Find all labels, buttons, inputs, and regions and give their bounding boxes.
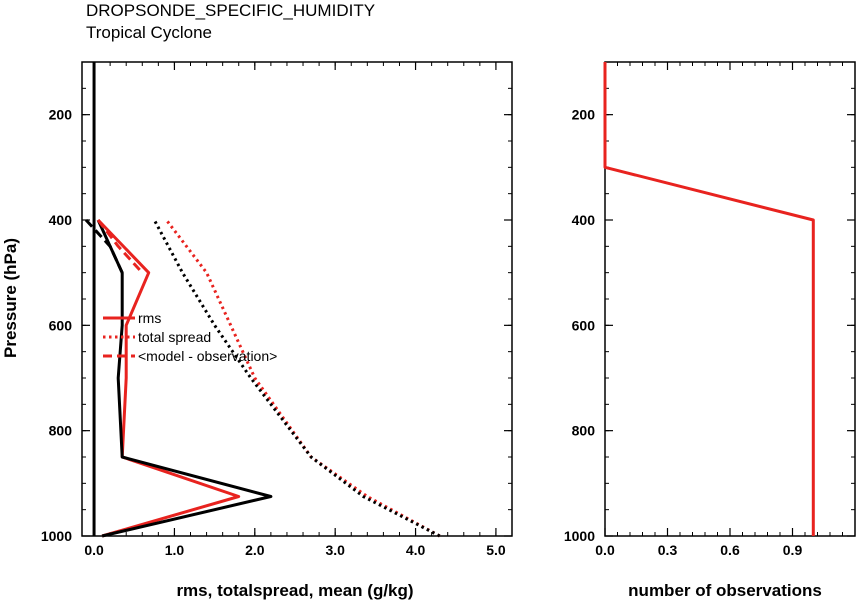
legend: rms total spread <model - observation> bbox=[103, 310, 277, 364]
left-x-tick-label: 0.0 bbox=[84, 542, 104, 558]
y-axis-label: Pressure (hPa) bbox=[1, 238, 20, 358]
legend-label: <model - observation> bbox=[138, 348, 277, 364]
right-x-tick-label: 0.9 bbox=[783, 542, 803, 558]
right-x-tick-label: 0.6 bbox=[720, 542, 740, 558]
left-panel: 0.0 1.0 2.0 3.0 4.0 5.0 200 400 600 800 1000 bbox=[41, 61, 513, 558]
right-x-axis-label: number of observations bbox=[628, 581, 822, 600]
chart-title: DROPSONDE_SPECIFIC_HUMIDITY bbox=[86, 1, 375, 20]
left-x-tick-label: 5.0 bbox=[486, 542, 506, 558]
left-x-tick-label: 3.0 bbox=[325, 542, 345, 558]
left-total-spread-black-series-line bbox=[152, 219, 441, 538]
left-model-observation-black-series-line bbox=[84, 218, 124, 274]
right-x-tick-label: 0.0 bbox=[595, 542, 615, 558]
left-rms-red-series-line bbox=[97, 218, 241, 538]
left-y-tick-label: 400 bbox=[49, 212, 73, 228]
right-panel: 0.0 0.3 0.6 0.9 200 400 600 800 1000 bbox=[564, 61, 856, 558]
left-y-tick-label: 800 bbox=[49, 423, 73, 439]
right-plot-frame bbox=[604, 61, 856, 537]
left-rms-black-series-line bbox=[96, 219, 273, 538]
right-x-tick-label: 0.3 bbox=[658, 542, 678, 558]
left-total-spread-red-series-line bbox=[165, 219, 441, 538]
right-y-tick-label: 400 bbox=[572, 212, 596, 228]
left-y-tick-label: 1000 bbox=[41, 528, 72, 544]
legend-label: rms bbox=[138, 310, 161, 326]
right-y-tick-label: 200 bbox=[572, 107, 596, 123]
legend-label: total spread bbox=[138, 329, 211, 345]
right-obs-count-red-series-line bbox=[603, 62, 815, 536]
left-x-tick-label: 4.0 bbox=[406, 542, 426, 558]
left-x-tick-label: 1.0 bbox=[165, 542, 185, 558]
left-model-observation-red-series-line bbox=[96, 219, 144, 274]
right-y-tick-label: 600 bbox=[572, 317, 596, 333]
right-y-tick-label: 1000 bbox=[564, 528, 595, 544]
left-y-tick-label: 200 bbox=[49, 107, 73, 123]
chart-subtitle: Tropical Cyclone bbox=[86, 23, 212, 42]
right-y-tick-label: 800 bbox=[572, 423, 596, 439]
left-y-tick-label: 600 bbox=[49, 317, 73, 333]
left-x-axis-label: rms, totalspread, mean (g/kg) bbox=[176, 581, 413, 600]
left-x-tick-label: 2.0 bbox=[245, 542, 265, 558]
